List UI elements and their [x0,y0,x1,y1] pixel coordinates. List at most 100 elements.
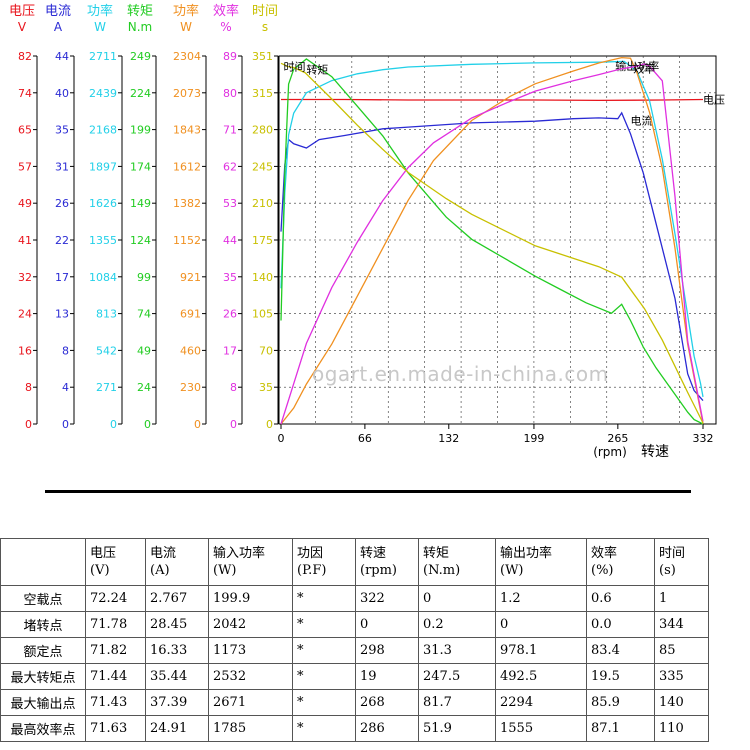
column-header-name: 转矩 [423,546,450,561]
y-tick-label: 71 [223,124,237,137]
series-line [280,62,704,424]
y-tick-label: 1084 [89,271,117,284]
row-label: 额定点 [0,637,86,664]
table-row: 额定点 71.82 16.33 1173 * 298 31.3 978.1 83.4 85 [0,637,709,664]
x-axis-unit: (rpm) [593,445,627,459]
y-tick-label: 2439 [89,87,117,100]
table-cell: 110 [654,715,709,742]
row-label: 空载点 [0,585,86,612]
y-tick-label: 89 [223,50,237,63]
table-cell: 492.5 [495,663,587,690]
axis-unit: W [94,20,106,34]
y-tick-label: 4 [62,381,69,394]
column-header: 输入功率 (W) [208,538,293,586]
y-tick-label: 351 [252,50,273,63]
table-cell: 247.5 [418,663,496,690]
y-tick-label: 460 [180,344,201,357]
axis-unit: N.m [128,20,152,34]
y-tick-label: 230 [180,381,201,394]
table-cell: 0.6 [586,585,655,612]
y-tick-label: 315 [252,87,273,100]
y-tick-label: 0 [62,418,69,431]
axis-title: 功率 [173,3,199,19]
table-cell: 0 [418,585,496,612]
table-cell: 2671 [208,689,293,716]
row-label: 最高效率点 [0,715,86,742]
y-tick-label: 691 [180,308,201,321]
y-tick-label: 17 [55,271,69,284]
y-tick-label: 35 [259,381,273,394]
table-cell: 35.44 [145,663,209,690]
table-cell: 199.9 [208,585,293,612]
axis-title: 电压 [9,4,35,19]
y-tick-label: 2711 [89,50,117,63]
x-tick-label: 199 [523,432,544,445]
table-cell: 71.78 [85,611,146,638]
column-header: 功因 (P.F) [292,538,356,586]
column-header: 电压 (V) [85,538,146,586]
series-label: 电压 [703,94,725,107]
x-axis-title: 转速 [641,444,669,460]
y-tick-label: 82 [18,50,32,63]
column-header [0,538,86,586]
y-tick-label: 175 [252,234,273,247]
table-cell: 0 [355,611,419,638]
table-row: 最大输出点 71.43 37.39 2671 * 268 81.7 2294 85.9 140 [0,689,709,716]
y-tick-label: 210 [252,197,273,210]
table-cell: 16.33 [145,637,209,664]
column-header-name: 效率 [591,546,618,561]
table-row: 最高效率点 71.63 24.91 1785 * 286 51.9 1555 87.1 110 [0,715,709,742]
y-tick-label: 74 [18,87,32,100]
table-row: 最大转矩点 71.44 35.44 2532 * 19 247.5 492.5 19.5 335 [0,663,709,690]
table-row: 空载点 72.24 2.767 199.9 * 322 0 1.2 0.6 1 [0,585,709,612]
table-cell: * [292,585,356,612]
y-tick-label: 1897 [89,160,117,173]
y-tick-label: 1355 [89,234,117,247]
y-tick-label: 41 [18,234,32,247]
y-tick-label: 124 [130,234,151,247]
y-tick-label: 53 [223,197,237,210]
table-cell: 140 [654,689,709,716]
column-header-unit: (%) [591,563,614,578]
y-tick-label: 271 [96,381,117,394]
column-header: 输出功率 (W) [495,538,587,586]
y-tick-label: 0 [194,418,201,431]
column-header: 转速 (rpm) [355,538,419,586]
y-tick-label: 70 [259,344,273,357]
y-tick-label: 1843 [173,124,201,137]
table-cell: 0 [495,611,587,638]
series-label: 转矩 [306,62,328,76]
table-cell: 344 [654,611,709,638]
y-tick-label: 140 [252,271,273,284]
y-tick-label: 921 [180,271,201,284]
table-cell: 286 [355,715,419,742]
table-cell: 72.24 [85,585,146,612]
y-tick-label: 8 [25,381,32,394]
table-row: 堵转点 71.78 28.45 2042 * 0 0.2 0 0.0 344 [0,611,709,638]
table-cell: 31.3 [418,637,496,664]
y-tick-label: 149 [130,197,151,210]
y-tick-label: 1626 [89,197,117,210]
table-cell: 1555 [495,715,587,742]
table-cell: 2042 [208,611,293,638]
y-tick-label: 62 [223,160,237,173]
x-tick-label: 66 [358,432,372,445]
table-cell: 2294 [495,689,587,716]
y-tick-label: 65 [18,124,32,137]
y-tick-label: 0 [230,418,237,431]
series-line [280,111,704,402]
y-tick-label: 813 [96,308,117,321]
column-header: 效率 (%) [586,538,655,586]
y-tick-label: 2073 [173,87,201,100]
axis-unit: s [262,20,268,34]
table-cell: 19.5 [586,663,655,690]
table-cell: 24.91 [145,715,209,742]
column-header-unit: (rpm) [360,563,398,578]
column-header-unit: (N.m) [423,563,461,578]
table-body: 空载点 72.24 2.767 199.9 * 322 0 1.2 0.6 1 堵转点 71.78 28… [0,585,709,742]
column-header-unit: (P.F) [297,563,327,578]
axis-title: 时间 [252,4,278,19]
table-cell: 71.63 [85,715,146,742]
section-divider [45,490,691,493]
table-cell: 2532 [208,663,293,690]
